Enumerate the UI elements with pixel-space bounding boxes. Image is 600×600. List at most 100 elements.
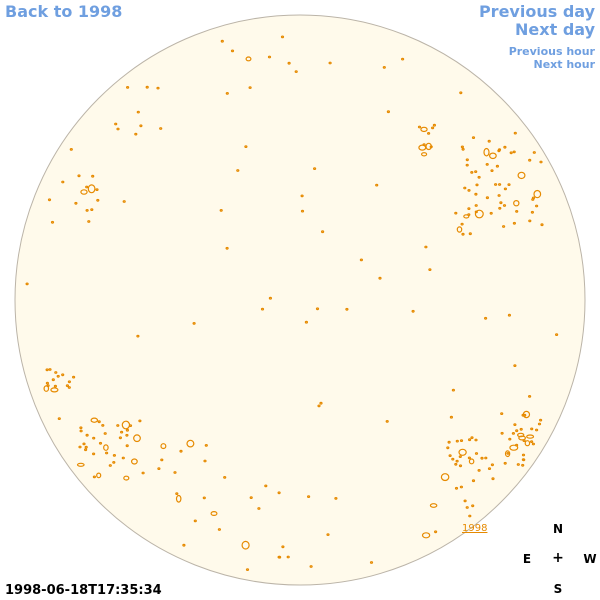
feature-contour <box>485 162 489 166</box>
feature-contour <box>328 61 332 65</box>
feature-contour <box>497 149 501 153</box>
feature-contour <box>97 420 101 424</box>
feature-contour <box>122 200 126 203</box>
feature-contour <box>434 530 438 534</box>
feature-contour <box>513 131 517 135</box>
feature-contour <box>280 35 285 39</box>
feature-contour <box>497 194 501 197</box>
feature-contour <box>521 463 525 467</box>
feature-contour <box>515 429 519 433</box>
feature-contour <box>136 110 140 114</box>
feature-contour <box>210 511 218 517</box>
feature-contour <box>451 388 455 392</box>
next-day-link[interactable]: Next day <box>515 20 595 39</box>
feature-contour <box>85 208 89 212</box>
feature-contour <box>503 461 507 465</box>
feature-contour <box>512 150 516 154</box>
feature-contour <box>537 422 542 426</box>
feature-contour <box>411 309 415 313</box>
feature-contour <box>418 144 427 151</box>
feature-contour <box>103 432 107 435</box>
feature-contour <box>474 170 478 174</box>
feature-contour <box>223 476 227 479</box>
feature-contour <box>477 175 481 179</box>
feature-contour <box>516 463 520 466</box>
feature-contour <box>463 186 467 190</box>
feature-contour <box>489 152 497 160</box>
feature-contour <box>156 86 160 90</box>
feature-contour <box>53 384 58 388</box>
feature-contour <box>236 169 240 172</box>
feature-contour <box>186 439 195 448</box>
feature-contour <box>249 496 253 500</box>
solar-disk <box>14 14 586 586</box>
feature-contour <box>477 469 481 472</box>
feature-contour <box>260 307 265 311</box>
previous-day-link[interactable]: Previous day <box>478 2 595 21</box>
feature-contour <box>125 433 129 437</box>
feature-contour <box>463 499 467 503</box>
compass-north: N <box>552 522 564 536</box>
feature-contour <box>490 169 494 173</box>
feature-contour <box>502 204 507 207</box>
feature-contour <box>54 371 58 374</box>
feature-contour <box>531 442 536 446</box>
feature-contour <box>540 223 544 227</box>
feature-contour <box>494 183 498 186</box>
feature-contour <box>159 127 163 130</box>
feature-contour <box>509 444 519 451</box>
compass-east: E <box>522 552 532 566</box>
feature-contour <box>503 145 507 149</box>
feature-contour <box>456 226 463 233</box>
feature-contour <box>300 194 304 198</box>
feature-contour <box>467 456 471 460</box>
next-hour-link[interactable]: Next hour <box>533 58 596 71</box>
feature-contour <box>92 436 96 440</box>
feature-contour <box>160 443 167 450</box>
compass-west: W <box>583 552 597 566</box>
feature-contour <box>532 151 536 154</box>
feature-contour <box>529 440 534 444</box>
feature-contour <box>179 449 183 453</box>
feature-contour <box>528 219 532 223</box>
feature-contour <box>225 91 229 95</box>
compass-south: S <box>553 582 563 596</box>
feature-contour <box>526 434 535 439</box>
feature-contour <box>96 472 102 479</box>
feature-contour <box>108 464 112 467</box>
feature-contour <box>489 211 493 215</box>
feature-contour <box>432 123 436 127</box>
year-label[interactable]: 1998 <box>462 523 487 534</box>
feature-contour <box>294 70 298 73</box>
feature-contour <box>458 464 463 468</box>
feature-contour <box>458 448 467 456</box>
feature-contour <box>101 424 105 427</box>
feature-contour <box>82 442 86 446</box>
feature-contour <box>315 307 320 311</box>
feature-contour <box>474 209 484 219</box>
feature-contour <box>495 164 499 168</box>
feature-contour <box>511 432 516 435</box>
feature-contour <box>125 444 129 448</box>
feature-contour <box>375 183 379 187</box>
feature-contour <box>61 180 65 184</box>
feature-contour <box>484 456 488 460</box>
feature-contour <box>421 152 428 157</box>
feature-contour <box>300 209 305 213</box>
feature-contour <box>141 471 145 475</box>
back-to-year-link[interactable]: Back to 1998 <box>5 2 123 21</box>
feature-contour <box>474 204 478 207</box>
feature-contour <box>369 561 374 564</box>
feature-contour <box>334 497 338 500</box>
feature-contour <box>460 222 464 226</box>
feature-contour <box>468 458 475 465</box>
feature-contour <box>517 432 525 438</box>
feature-contour <box>219 208 223 212</box>
feature-contour <box>461 147 465 151</box>
feature-contour <box>459 439 464 443</box>
year-link[interactable]: 1998 <box>462 523 487 534</box>
previous-hour-link[interactable]: Previous hour <box>508 45 595 58</box>
feature-contour <box>534 204 539 208</box>
feature-contour <box>173 471 177 474</box>
